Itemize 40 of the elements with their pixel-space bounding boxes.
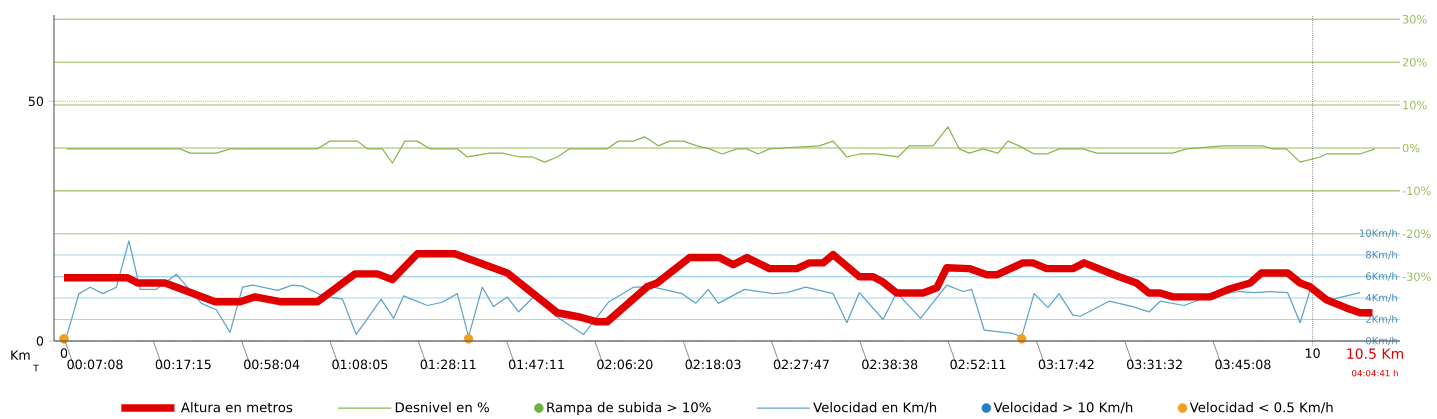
text: 02:27:47: [773, 359, 829, 370]
y3-tick-label: 4Km/h: [1365, 293, 1397, 303]
y3-tick-label: 8Km/h: [1366, 250, 1397, 260]
text: 00:58:04: [244, 359, 300, 370]
x-tick-label: 10: [1305, 348, 1320, 358]
x-tick-label: 0: [60, 348, 68, 358]
text: 02:38:38: [862, 359, 918, 370]
y-tick-label: 50: [28, 96, 44, 107]
text: 02:52:11: [950, 359, 1006, 370]
text: 00:07:08: [67, 359, 123, 370]
x-tick-label: 10.5 Km: [1347, 348, 1404, 359]
y2-tick-label: -20%: [1402, 229, 1431, 239]
legend-label: Velocidad en Km/h: [813, 402, 937, 414]
legend-label: Altura en metros: [180, 402, 293, 413]
text: 00:17:15: [155, 359, 211, 370]
y2-tick-label: 0%: [1402, 143, 1420, 153]
text: 02:18:03: [685, 359, 741, 370]
text: 03:31:32: [1127, 359, 1182, 370]
text: T: [33, 364, 39, 372]
text: 02:06:20: [597, 359, 653, 370]
legend-label: Velocidad > 10 Km/h: [993, 402, 1133, 414]
text: 01:28:11: [420, 359, 476, 370]
y3-tick-label: 2Km/h: [1366, 315, 1397, 324]
line-series: [65, 126, 1376, 164]
y3-tick-label: 10Km/h: [1360, 229, 1397, 238]
text: 03:17:42: [1038, 359, 1094, 370]
legend-label: Velocidad < 0.5 Km/h: [1189, 402, 1333, 414]
text: 04:04:41 h: [1352, 369, 1398, 377]
y2-tick-label: 30%: [1402, 15, 1427, 24]
legend-label: Rampa de subida > 10%: [547, 402, 711, 415]
text: 01:47:11: [508, 359, 564, 370]
legend-label: Desnivel en %: [395, 402, 489, 413]
text: 03:45:08: [1215, 359, 1271, 370]
y2-tick-label: 20%: [1402, 57, 1427, 67]
y2-tick-label: 10%: [1403, 100, 1427, 110]
text: 01:08:05: [332, 359, 388, 370]
y3-tick-label: 6Km/h: [1366, 272, 1397, 281]
y2-tick-label: -30%: [1402, 272, 1431, 281]
x-axis-title: Km: [11, 350, 30, 360]
y2-tick-label: -10%: [1402, 186, 1431, 196]
